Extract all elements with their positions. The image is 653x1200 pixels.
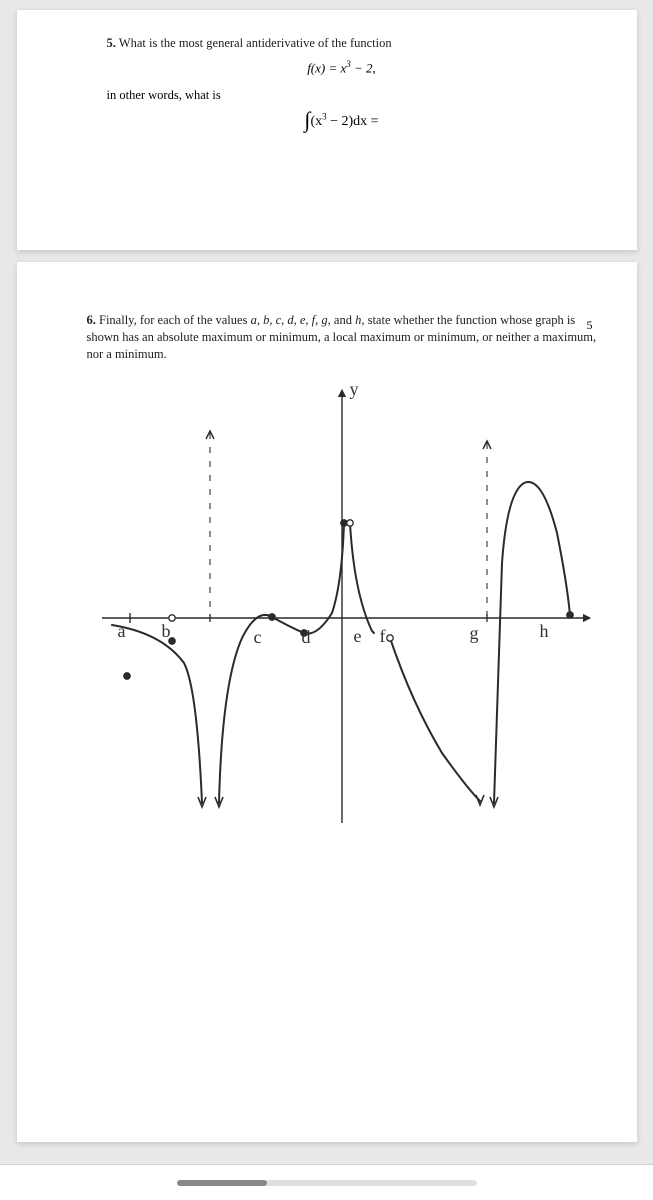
page-2: 5 6. Finally, for each of the values a, … [17, 262, 637, 1142]
page-1: 5. What is the most general antiderivati… [17, 10, 637, 250]
q5-subtext: in other words, what is [107, 88, 577, 103]
graph-label-a: a [118, 621, 126, 642]
q6-vals: a, b, c, d, e, f, g, [251, 313, 331, 327]
q5-prompt-line: 5. What is the most general antiderivati… [107, 36, 577, 51]
viewer-bottom-bar [0, 1164, 653, 1200]
q5-int-b: − 2)dx = [327, 115, 379, 130]
graph-label-f: f [380, 626, 386, 647]
graph: yabcdefgh [92, 383, 592, 883]
graph-label-b: b [162, 621, 171, 642]
progress-track[interactable] [177, 1180, 477, 1186]
q5-number: 5. [107, 36, 116, 50]
progress-fill [177, 1180, 267, 1186]
q6-a: Finally, for each of the values [99, 313, 251, 327]
graph-label-e: e [354, 626, 362, 647]
graph-label-h: h [540, 621, 549, 642]
page-number: 5 [587, 318, 593, 333]
q5-eq-lhs: f(x) = x [307, 60, 346, 75]
q6-number: 6. [87, 313, 96, 327]
q5-int-a: (x [310, 115, 322, 130]
graph-label-d: d [302, 627, 311, 648]
q5-eq-rhs: − 2, [351, 60, 376, 75]
graph-label-g: g [470, 623, 479, 644]
integral-icon: ∫ [304, 107, 310, 133]
q6-text: 6. Finally, for each of the values a, b,… [87, 312, 597, 363]
q5-equation: f(x) = x3 − 2, [107, 59, 577, 76]
q6-b: and [331, 313, 355, 327]
graph-label-y: y [350, 379, 359, 400]
q5-integral: ∫(x3 − 2)dx = [107, 109, 577, 135]
graph-label-c: c [254, 627, 262, 648]
q5-prompt: What is the most general antiderivative … [119, 36, 392, 50]
